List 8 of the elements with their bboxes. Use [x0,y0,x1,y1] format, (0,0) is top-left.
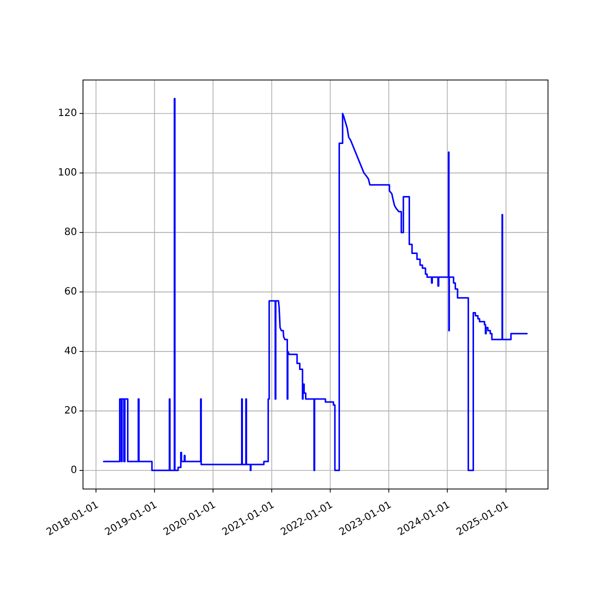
y-tick-label: 0 [70,464,77,476]
y-tick-label: 60 [64,286,77,298]
y-tick-label: 120 [58,108,77,119]
line-series [102,98,528,472]
y-tick-label: 40 [64,346,77,357]
y-tick-label: 80 [64,226,77,238]
y-tick-label: 100 [58,167,77,178]
y-tick-label: 20 [64,405,77,416]
